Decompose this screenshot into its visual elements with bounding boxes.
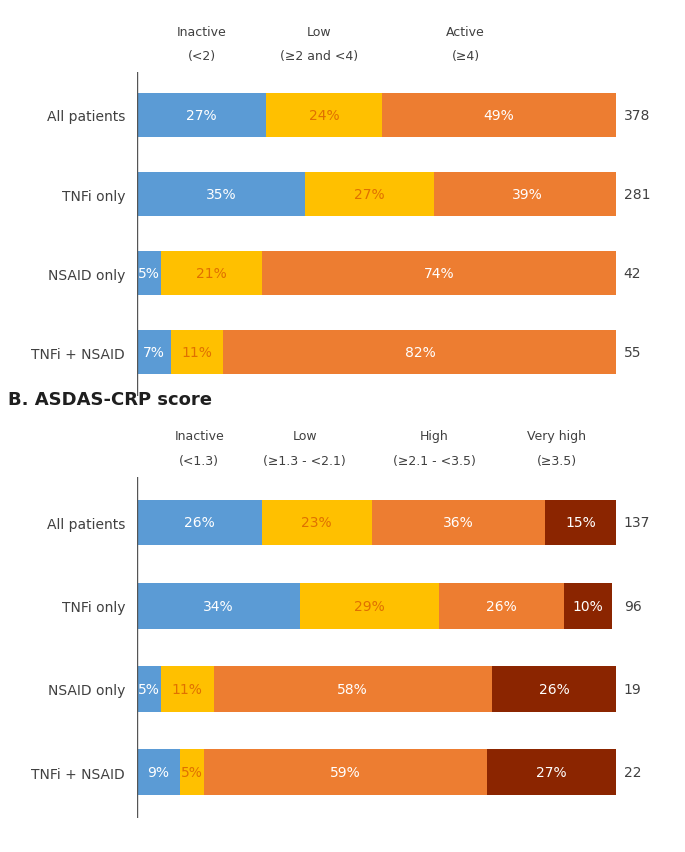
Text: 59%: 59% — [330, 765, 361, 780]
Bar — [171, 331, 223, 375]
Text: Very high: Very high — [527, 429, 586, 442]
Bar — [180, 750, 204, 795]
Text: A. BASDAI score: A. BASDAI score — [8, 0, 172, 4]
Text: (<2): (<2) — [188, 50, 216, 63]
Text: 35%: 35% — [206, 187, 236, 202]
Text: 5%: 5% — [182, 765, 203, 780]
Text: 34%: 34% — [203, 599, 234, 613]
Text: 378: 378 — [623, 109, 650, 123]
Text: 26%: 26% — [539, 682, 569, 696]
Text: (<1.3): (<1.3) — [179, 454, 219, 467]
Bar — [137, 666, 161, 712]
Text: 55: 55 — [623, 346, 641, 360]
Text: 96: 96 — [623, 599, 641, 613]
Text: 82%: 82% — [405, 346, 435, 360]
Bar — [223, 331, 616, 375]
Text: 42: 42 — [623, 267, 641, 281]
Text: 24%: 24% — [309, 109, 339, 123]
Text: 19: 19 — [623, 682, 641, 696]
Text: 10%: 10% — [573, 599, 603, 613]
Bar — [137, 750, 180, 795]
Bar — [161, 666, 214, 712]
Bar — [372, 500, 545, 545]
Text: 39%: 39% — [512, 187, 543, 202]
Text: (≥2 and <4): (≥2 and <4) — [280, 50, 358, 63]
Text: 74%: 74% — [424, 267, 454, 281]
Bar — [266, 94, 382, 137]
Text: 23%: 23% — [301, 515, 332, 530]
Text: Active: Active — [446, 26, 485, 39]
Bar — [137, 173, 305, 216]
Text: 15%: 15% — [565, 515, 596, 530]
Bar — [262, 252, 616, 296]
Text: High: High — [420, 429, 449, 442]
Text: 27%: 27% — [354, 187, 385, 202]
Bar — [439, 583, 564, 629]
Text: Low: Low — [307, 26, 332, 39]
Bar — [545, 500, 616, 545]
Text: Inactive: Inactive — [175, 429, 224, 442]
Bar — [137, 252, 161, 296]
Text: Low: Low — [292, 429, 317, 442]
Text: 11%: 11% — [172, 682, 203, 696]
Bar — [204, 750, 487, 795]
Text: 137: 137 — [623, 515, 650, 530]
Text: 27%: 27% — [186, 109, 217, 123]
Text: 281: 281 — [623, 187, 650, 202]
Bar — [161, 252, 262, 296]
Text: 11%: 11% — [182, 346, 212, 360]
Text: 27%: 27% — [536, 765, 567, 780]
Bar — [487, 750, 616, 795]
Text: 5%: 5% — [138, 267, 160, 281]
Text: 22: 22 — [623, 765, 641, 780]
Bar — [300, 583, 439, 629]
Text: 5%: 5% — [138, 682, 160, 696]
Bar — [137, 583, 300, 629]
Bar — [564, 583, 612, 629]
Bar — [137, 500, 262, 545]
Bar — [434, 173, 621, 216]
Text: 7%: 7% — [143, 346, 164, 360]
Text: 26%: 26% — [184, 515, 214, 530]
Text: 26%: 26% — [486, 599, 516, 613]
Text: (≥4): (≥4) — [451, 50, 479, 63]
Bar — [492, 666, 616, 712]
Text: Inactive: Inactive — [177, 26, 227, 39]
Text: 29%: 29% — [354, 599, 385, 613]
Text: 36%: 36% — [443, 515, 473, 530]
Text: 21%: 21% — [196, 267, 227, 281]
Text: 49%: 49% — [484, 109, 514, 123]
Text: (≥2.1 - <3.5): (≥2.1 - <3.5) — [393, 454, 475, 467]
Bar — [382, 94, 616, 137]
Text: (≥3.5): (≥3.5) — [536, 454, 577, 467]
Bar — [137, 94, 266, 137]
Bar — [305, 173, 434, 216]
Bar — [214, 666, 492, 712]
Text: (≥1.3 - <2.1): (≥1.3 - <2.1) — [264, 454, 346, 467]
Text: 58%: 58% — [338, 682, 368, 696]
Bar — [262, 500, 372, 545]
Text: 9%: 9% — [147, 765, 170, 780]
Bar — [137, 331, 171, 375]
Text: B. ASDAS-CRP score: B. ASDAS-CRP score — [8, 391, 212, 409]
